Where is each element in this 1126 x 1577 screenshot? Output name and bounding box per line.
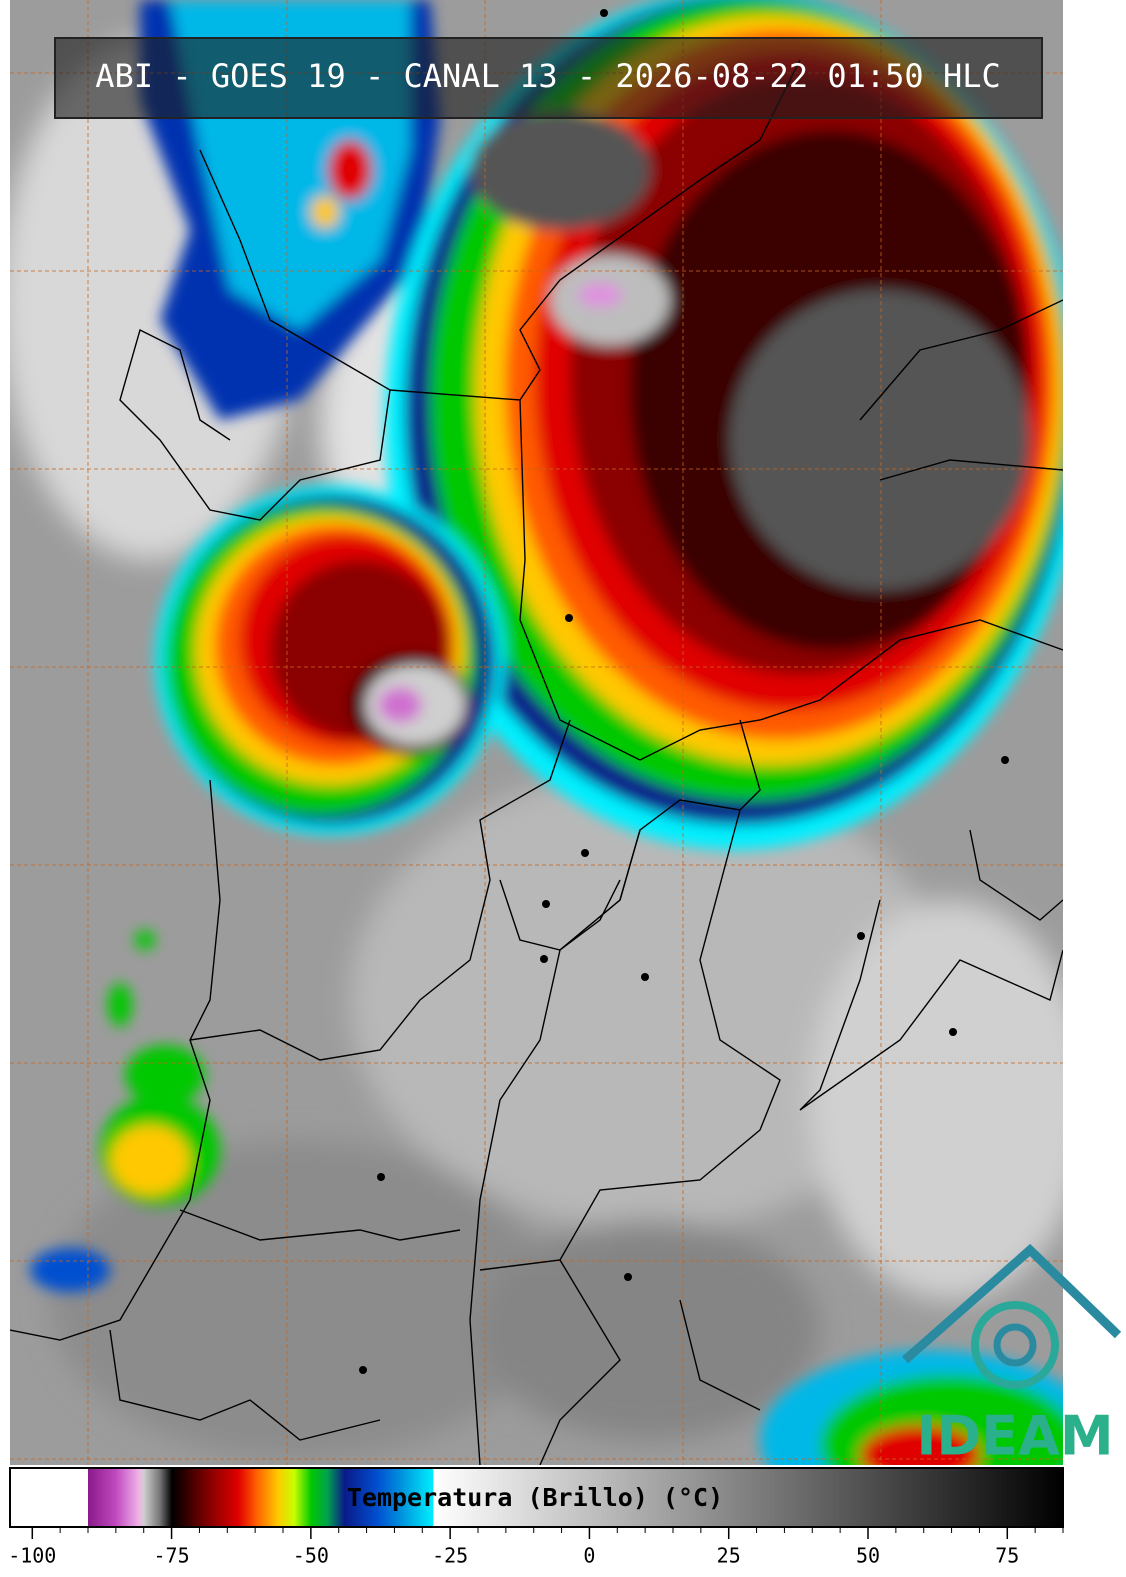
colorbar-tick-label: -100 xyxy=(8,1544,56,1568)
colorbar-segment xyxy=(277,1468,295,1527)
title-box: ABI - GOES 19 - CANAL 13 - 2026-08-22 01… xyxy=(54,37,1043,119)
colorbar-segment xyxy=(88,1468,117,1527)
colorbar-label: Temperatura (Brillo) (°C) xyxy=(347,1483,723,1512)
borders xyxy=(10,59,1063,1465)
colorbar-tick-label: 25 xyxy=(717,1544,741,1568)
logo: IDEAM xyxy=(902,1243,1122,1468)
colorbar-segment xyxy=(115,1468,139,1527)
colorbar-tick-label: 50 xyxy=(856,1544,880,1568)
logo-text: IDEAM xyxy=(916,1405,1113,1468)
colorbar-tick-label: -50 xyxy=(293,1544,329,1568)
colorbar-tick-label: -25 xyxy=(432,1544,468,1568)
grid xyxy=(10,0,1063,1465)
colorbar-segment xyxy=(188,1468,212,1527)
colorbar-segment xyxy=(310,1468,329,1527)
cities xyxy=(359,9,1009,1374)
satellite-map xyxy=(10,0,1063,1465)
colorbar-segment xyxy=(344,1468,379,1527)
colorbar-segment xyxy=(255,1468,278,1527)
colorbar-segment xyxy=(160,1468,173,1527)
colorbar-segment xyxy=(143,1468,161,1527)
colorbar-segment xyxy=(433,1468,1064,1527)
colorbar-tick-label: 0 xyxy=(583,1544,595,1568)
colorbar-segment xyxy=(294,1468,312,1527)
colorbar-segment xyxy=(171,1468,189,1527)
colorbar-segment xyxy=(210,1468,239,1527)
title: ABI - GOES 19 - CANAL 13 - 2026-08-22 01… xyxy=(95,57,1000,95)
colorbar-tick-label: -75 xyxy=(154,1544,190,1568)
colorbar-frame xyxy=(9,1467,1064,1528)
colorbar-segment xyxy=(327,1468,345,1527)
colorbar-tick-label: 75 xyxy=(995,1544,1019,1568)
colorbar-segment xyxy=(405,1468,434,1527)
colorbar: -100 -75 -50 -25 0 25 50 75 xyxy=(8,1467,1064,1568)
colorbar-segment xyxy=(377,1468,407,1527)
colorbar-segment xyxy=(238,1468,256,1527)
colorbar-segment xyxy=(10,1468,89,1527)
colorbar-segment xyxy=(138,1468,145,1527)
